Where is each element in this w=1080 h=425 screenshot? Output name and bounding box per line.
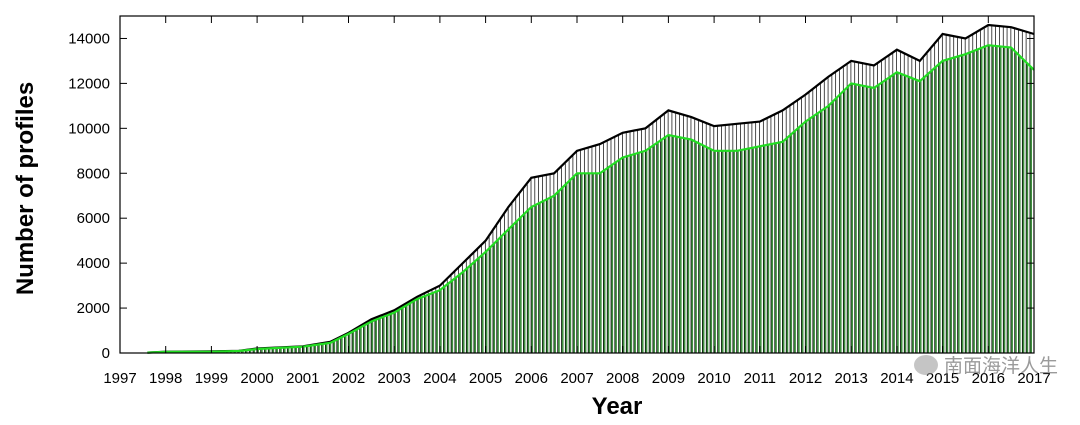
watermark: 南面海洋人生 (914, 351, 1058, 378)
y-tick-label: 8000 (77, 165, 110, 182)
x-tick-label: 2013 (835, 370, 868, 387)
y-tick-label: 6000 (77, 210, 110, 227)
y-tick-label: 2000 (77, 300, 110, 317)
x-tick-label: 2009 (652, 370, 685, 387)
x-tick-label: 2014 (880, 370, 913, 387)
y-tick-label: 14000 (68, 30, 110, 47)
y-tick-label: 12000 (68, 75, 110, 92)
x-tick-label: 2004 (423, 370, 456, 387)
x-tick-label: 2010 (697, 370, 730, 387)
x-tick-label: 2001 (286, 370, 319, 387)
x-tick-label: 1998 (149, 370, 182, 387)
x-tick-label: 2005 (469, 370, 502, 387)
y-tick-label: 10000 (68, 120, 110, 137)
wechat-icon (914, 355, 938, 375)
watermark-text: 南面海洋人生 (944, 351, 1058, 378)
x-tick-label: 2002 (332, 370, 365, 387)
x-tick-label: 2006 (515, 370, 548, 387)
x-tick-label: 2000 (240, 370, 273, 387)
x-tick-label: 2003 (378, 370, 411, 387)
y-tick-label: 0 (102, 345, 110, 362)
x-tick-label: 2011 (744, 370, 776, 387)
y-axis-title: Number of profiles (12, 82, 39, 295)
x-axis-title: Year (592, 393, 643, 420)
x-tick-label: 2008 (606, 370, 639, 387)
x-tick-label: 1999 (195, 370, 228, 387)
x-tick-label: 1997 (103, 370, 136, 387)
x-tick-label: 2012 (789, 370, 822, 387)
y-tick-label: 4000 (77, 255, 110, 272)
x-tick-label: 2007 (560, 370, 593, 387)
